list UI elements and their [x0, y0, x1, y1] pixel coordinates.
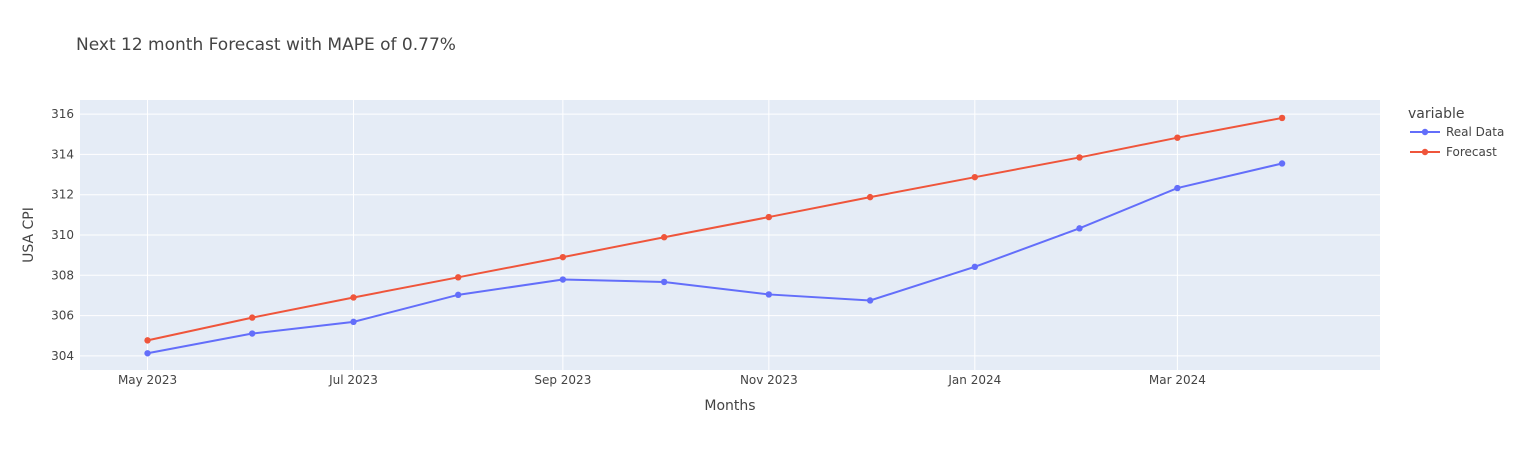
x-tick-label: Nov 2023 — [740, 373, 798, 387]
x-tick-label: Jul 2023 — [328, 373, 378, 387]
x-tick-label: Mar 2024 — [1149, 373, 1206, 387]
legend-label: Real Data — [1446, 125, 1504, 139]
legend-item-real-data[interactable]: Real Data — [1410, 125, 1504, 139]
real-data-point[interactable] — [454, 291, 462, 299]
real-data-point[interactable] — [1076, 225, 1083, 232]
y-tick-label: 304 — [51, 349, 74, 363]
forecast-point[interactable] — [971, 173, 979, 181]
y-tick-label: 314 — [51, 147, 74, 161]
y-tick-label: 316 — [51, 107, 74, 121]
forecast-line — [147, 116, 1283, 342]
real-data-line — [147, 162, 1283, 355]
y-tick-label: 310 — [51, 228, 74, 242]
legend-swatch-marker — [1421, 128, 1429, 136]
forecast-point[interactable] — [1076, 154, 1083, 161]
legend-label: Forecast — [1446, 145, 1497, 159]
real-data-point[interactable] — [971, 263, 979, 271]
legend-item-forecast[interactable]: Forecast — [1410, 145, 1497, 159]
legend-title: variable — [1408, 106, 1464, 122]
forecast-point[interactable] — [249, 314, 256, 321]
grid-lines — [80, 100, 1380, 370]
forecast-point[interactable] — [1278, 114, 1286, 122]
x-axis-title: Months — [704, 398, 755, 414]
legend: variable Real Data Forecast — [1408, 106, 1504, 159]
x-tick-label: Jan 2024 — [947, 373, 1001, 387]
real-data-point[interactable] — [249, 330, 256, 337]
real-data-point[interactable] — [144, 350, 151, 357]
real-data-point[interactable] — [660, 278, 668, 286]
real-data-point[interactable] — [1174, 184, 1181, 192]
real-data-point[interactable] — [350, 318, 357, 326]
real-data-point[interactable] — [866, 297, 874, 304]
x-tick-label: Sep 2023 — [534, 373, 591, 387]
real-data-point[interactable] — [559, 276, 567, 283]
forecast-point[interactable] — [1174, 134, 1181, 141]
forecast-point[interactable] — [765, 213, 773, 221]
legend-swatch-marker — [1421, 148, 1429, 156]
legend-items: Real Data Forecast — [1410, 125, 1504, 159]
chart-title: Next 12 month Forecast with MAPE of 0.77… — [76, 35, 456, 55]
y-tick-label: 306 — [51, 309, 74, 323]
forecast-point[interactable] — [144, 337, 151, 344]
forecast-point[interactable] — [559, 253, 567, 261]
series-layer — [144, 114, 1286, 357]
real-data-point[interactable] — [1278, 160, 1286, 167]
y-tick-label: 312 — [51, 188, 74, 202]
forecast-point[interactable] — [866, 193, 874, 201]
y-tick-label: 308 — [51, 268, 74, 282]
y-axis-ticks: 304 306 308 310 312 314 316 — [51, 107, 74, 363]
x-tick-label: May 2023 — [118, 373, 177, 387]
forecast-point[interactable] — [350, 294, 357, 301]
y-axis-title: USA CPI — [21, 207, 37, 263]
forecast-point[interactable] — [454, 274, 462, 281]
forecast-point[interactable] — [660, 234, 668, 241]
real-data-point[interactable] — [765, 291, 773, 298]
x-axis-ticks: May 2023 Jul 2023 Sep 2023 Nov 2023 Jan 2024… — [118, 373, 1206, 387]
